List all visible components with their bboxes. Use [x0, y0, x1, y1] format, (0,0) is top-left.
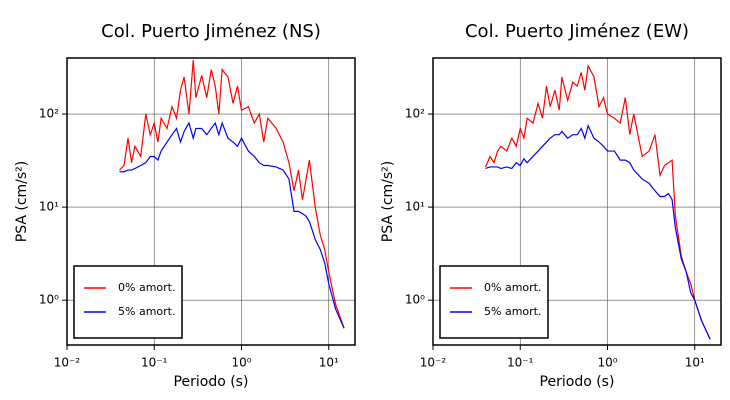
series-line	[119, 121, 345, 329]
y-tick-label: 10¹	[39, 200, 59, 214]
x-tick-label: 10¹	[319, 356, 339, 370]
x-tick-label: 10⁻²	[420, 356, 447, 370]
series-line	[119, 60, 345, 329]
chart-title: Col. Puerto Jiménez (NS)	[101, 21, 321, 42]
legend-label: 0% amort.	[118, 281, 175, 294]
y-tick-label: 10²	[405, 107, 425, 121]
x-tick-label: 10¹	[685, 356, 705, 370]
y-tick-label: 10⁰	[405, 293, 425, 307]
y-tick-label: 10¹	[405, 200, 425, 214]
legend-box	[73, 265, 183, 339]
legend-label: 0% amort.	[484, 281, 541, 294]
x-axis-label: Periodo (s)	[174, 374, 249, 390]
x-tick-label: 10⁰	[597, 356, 617, 370]
legend-box	[439, 265, 549, 339]
x-tick-label: 10⁰	[231, 356, 251, 370]
y-tick-label: 10²	[39, 107, 59, 121]
y-tick-label: 10⁰	[39, 293, 59, 307]
legend-label: 5% amort.	[118, 305, 175, 318]
x-tick-label: 10⁻¹	[507, 356, 534, 370]
legend-label: 5% amort.	[484, 305, 541, 318]
y-axis-label: PSA (cm/s²)	[380, 161, 396, 243]
x-tick-label: 10⁻¹	[141, 356, 168, 370]
x-axis-label: Periodo (s)	[540, 374, 615, 390]
plot-frame	[66, 57, 356, 346]
chart-title: Col. Puerto Jiménez (EW)	[465, 21, 689, 42]
y-axis-label: PSA (cm/s²)	[14, 161, 30, 243]
series-line	[485, 123, 711, 340]
x-tick-label: 10⁻²	[54, 356, 81, 370]
plot-frame	[432, 57, 722, 346]
series-line	[484, 63, 711, 340]
